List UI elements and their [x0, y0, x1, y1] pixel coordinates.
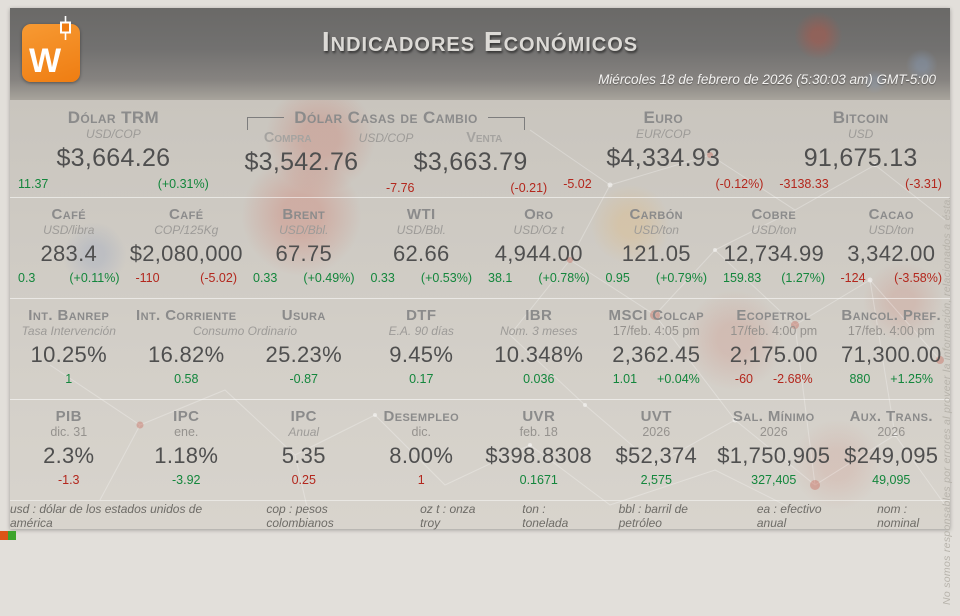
- indicator-msci-colcap: MSCI Colcap 17/feb. 4:05 pm 2,362.45 1.0…: [598, 299, 716, 399]
- row-commodities: Café USD/libra 283.4 0.3 (+0.11%) Café C…: [10, 197, 950, 298]
- corner-square-orange-decoration: [0, 531, 8, 540]
- indicator-ibr: IBR Nom. 3 meses 10.348% 0.036: [480, 299, 598, 399]
- indicator-int-corriente: Int. Corriente 16.82% 0.58: [128, 299, 246, 399]
- compra-label: Compra: [263, 130, 312, 146]
- indicator-pib: PIB dic. 31 2.3% -1.3: [10, 400, 128, 500]
- indicator-change: 1: [65, 372, 73, 386]
- legend-item: cop : pesos colombianos: [266, 502, 334, 530]
- indicator-label: Euro: [643, 108, 684, 127]
- indicator-label: Dólar TRM: [67, 108, 160, 127]
- shared-sublabel: Consumo Ordinario: [192, 324, 298, 338]
- indicator-change: -110 (-5.02): [135, 271, 238, 285]
- disclaimer-vertical-text: No somos responsables por errores al pro…: [941, 196, 953, 606]
- indicator-value: 91,675.13: [803, 144, 918, 172]
- indicator-uvr: UVR feb. 18 $398.8308 0.1671: [480, 400, 598, 500]
- indicator-cacao: Cacao USD/ton 3,342.00 -124 (-3.58%): [833, 198, 951, 298]
- indicator-brent: Brent USD/Bbl. 67.75 0.33 (+0.49%): [245, 198, 363, 298]
- indicator-uvt: UVT 2026 $52,374 2,575: [598, 400, 716, 500]
- indicator-label: Dólar Casas de Cambio: [294, 108, 478, 127]
- legend-item: ea : efectivo anual: [756, 502, 822, 530]
- indicator-change: 0.33 (+0.53%): [370, 271, 473, 285]
- candlestick-icon: [60, 16, 71, 40]
- indicator-int-banrep: Int. Banrep Tasa Intervención 10.25% 1: [10, 299, 128, 399]
- indicator-change: 0.036: [523, 372, 555, 386]
- indicator-carbon: Carbón USD/ton 121.05 0.95 (+0.79%): [598, 198, 716, 298]
- compra-value: $3,542.76: [244, 148, 359, 176]
- indicator-bancolombia-pref: Bancol. Pref. 17/feb. 4:00 pm 71,300.00 …: [833, 299, 951, 399]
- indicator-change: 0.95 (+0.79%): [605, 271, 708, 285]
- indicator-change: 49,095: [872, 473, 911, 487]
- bracket-right-decoration: [487, 117, 525, 130]
- indicator-salario-minimo: Sal. Mínimo 2026 $1,750,905 327,405: [715, 400, 833, 500]
- indicator-ecopetrol: Ecopetrol 17/feb. 4:00 pm 2,175.00 -60 -…: [715, 299, 833, 399]
- indicator-change: -3138.33 (-3.31): [779, 177, 942, 191]
- datetime-label: Miércoles 18 de febrero de 2026 (5:30:03…: [598, 72, 936, 87]
- indicator-cobre: Cobre USD/ton 12,734.99 159.83 (1.27%): [715, 198, 833, 298]
- indicator-change: 0.58: [174, 372, 199, 386]
- indicator-sublabel: USD/COP: [86, 127, 141, 141]
- venta-value: $3,663.79: [413, 148, 528, 176]
- indicator-euro: Euro EUR/COP $4,334.93 -5.02 (-0.12%): [555, 100, 771, 197]
- indicator-dolar-casas-de-cambio: Dólar Casas de Cambio Compra USD/COP Ven…: [217, 100, 555, 197]
- legend-item: nom : nominal: [877, 502, 920, 530]
- legend-item: usd : dólar de los estados unidos de amé…: [10, 502, 203, 530]
- corner-square-green-decoration: [8, 531, 16, 540]
- indicator-label: Bitcoin: [832, 108, 889, 127]
- indicator-change: 0.1671: [519, 473, 558, 487]
- indicator-bitcoin: Bitcoin USD 91,675.13 -3138.33 (-3.31): [771, 100, 950, 197]
- indicator-change: 0.33 (+0.49%): [253, 271, 355, 285]
- indicator-change: 0.25: [291, 473, 316, 487]
- indicator-change: 0.3 (+0.11%): [18, 271, 120, 285]
- legend-item: oz t : onza troy: [420, 502, 476, 530]
- indicator-change: 159.83 (1.27%): [723, 271, 826, 285]
- indicator-rows: Dólar TRM USD/COP $3,664.26 11.37 (+0.31…: [10, 100, 950, 531]
- indicator-change: 38.1 (+0.78%): [488, 271, 590, 285]
- indicators-area: Dólar TRM USD/COP $3,664.26 11.37 (+0.31…: [10, 100, 953, 605]
- indicator-ipc-anual: IPC Anual 5.35 0.25: [245, 400, 363, 500]
- indicator-cafe-cop-125kg: Café COP/125Kg $2,080,000 -110 (-5.02): [128, 198, 246, 298]
- indicator-change: 11.37 (+0.31%): [18, 177, 209, 191]
- legend-item: bbl : barril de petróleo: [618, 502, 688, 530]
- app-logo: W: [22, 16, 80, 82]
- indicator-sublabel: USD/COP: [358, 131, 414, 145]
- legend-item: ton : tonelada: [522, 502, 569, 530]
- indicator-wti: WTI USD/Bbl. 62.66 0.33 (+0.53%): [363, 198, 481, 298]
- indicator-change: -60 -2.68%: [734, 372, 813, 386]
- indicator-value: $4,334.93: [606, 144, 721, 172]
- indicator-aux-transporte: Aux. Trans. 2026 $249,095 49,095: [833, 400, 951, 500]
- indicator-oro: Oro USD/Oz t 4,944.00 38.1 (+0.78%): [480, 198, 598, 298]
- indicator-value: $3,664.26: [56, 144, 171, 172]
- row-rates-stocks: Int. Banrep Tasa Intervención 10.25% 1 C…: [10, 298, 950, 399]
- page-title: Indicadores Económicos: [321, 26, 639, 57]
- venta-change: -7.76 (-0.21): [386, 181, 548, 195]
- indicator-usura: Usura 25.23% -0.87: [245, 299, 363, 399]
- header: W Indicadores Económicos Miércoles 18 de…: [10, 8, 950, 100]
- indicator-change: 1: [417, 473, 425, 487]
- indicator-change: 880 +1.25%: [849, 372, 934, 386]
- indicator-change: 327,405: [751, 473, 797, 487]
- indicator-desempleo: Desempleo dic. 8.00% 1: [363, 400, 481, 500]
- indicator-dolar-trm: Dólar TRM USD/COP $3,664.26 11.37 (+0.31…: [10, 100, 217, 197]
- indicator-change: -0.87: [289, 372, 319, 386]
- indicator-change: 0.17: [409, 372, 434, 386]
- indicator-change: -3.92: [172, 473, 201, 487]
- bracket-left-decoration: [247, 117, 285, 130]
- units-legend: usd : dólar de los estados unidos de amé…: [10, 500, 950, 531]
- logo-letter: W: [29, 42, 61, 80]
- row-macro: PIB dic. 31 2.3% -1.3 IPC ene. 1.18% -3.…: [10, 399, 950, 500]
- dashboard-panel: W Indicadores Económicos Miércoles 18 de…: [10, 8, 953, 605]
- indicator-change: -5.02 (-0.12%): [563, 177, 764, 191]
- indicator-change: 2,575: [640, 473, 672, 487]
- indicator-cafe-usd-libra: Café USD/libra 283.4 0.3 (+0.11%): [10, 198, 128, 298]
- indicator-dtf: DTF E.A. 90 días 9.45% 0.17: [363, 299, 481, 399]
- venta-label: Venta: [466, 130, 503, 146]
- row-currencies: Dólar TRM USD/COP $3,664.26 11.37 (+0.31…: [10, 100, 950, 197]
- indicator-sublabel: EUR/COP: [635, 127, 691, 141]
- indicator-change: -1.3: [57, 473, 80, 487]
- group-corriente-usura: Consumo Ordinario Int. Corriente 16.82% …: [128, 299, 363, 399]
- indicator-change: -124 (-3.58%): [840, 271, 943, 285]
- indicator-ipc-mensual: IPC ene. 1.18% -3.92: [128, 400, 246, 500]
- indicator-change: 1.01 +0.04%: [612, 372, 700, 386]
- indicator-sublabel: USD: [848, 127, 874, 141]
